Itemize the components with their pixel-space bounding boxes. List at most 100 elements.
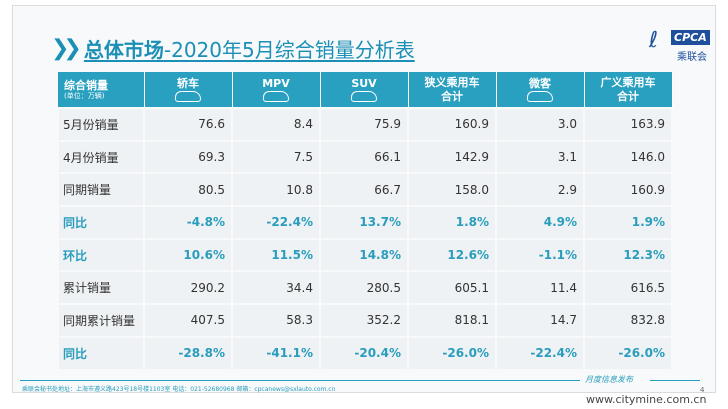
column-title: 狭义乘用车 (424, 76, 480, 90)
column-header: 狭义乘用车 合计 (408, 72, 497, 108)
cpca-logo: ℓ CPCA 乘联会 (645, 26, 723, 63)
cell-value: 605.1 (407, 270, 497, 306)
cell-value: 66.1 (319, 139, 409, 175)
cell-value: 10.8 (231, 172, 321, 208)
cell-value: 4.9% (495, 205, 585, 240)
column-title: MPV (262, 76, 290, 90)
row-label: 同比 (57, 335, 145, 371)
sedan-icon (175, 91, 201, 103)
cell-value: 58.3 (231, 303, 321, 338)
column-header: MPV (232, 72, 321, 108)
footer-tagline: 月度信息发布 (585, 375, 633, 384)
row-label: 同期累计销量 (57, 303, 145, 338)
column-header: 广义乘用车 合计 (584, 72, 673, 108)
cell-value: 142.9 (407, 139, 497, 175)
table-row: 环比 10.6% 11.5% 14.8% 12.6% -1.1% 12.3% (57, 237, 673, 273)
header-label-text: 综合销量 (64, 78, 108, 92)
cell-value: 76.6 (143, 107, 233, 142)
header-label: 综合销量 (单位：万辆) (58, 72, 145, 108)
cell-value: 3.0 (495, 107, 585, 142)
title-main: 总体市场 (83, 38, 164, 62)
cell-value: -26.0% (583, 335, 673, 371)
cell-value: -41.1% (231, 335, 321, 371)
cell-value: 80.5 (143, 172, 233, 208)
table-row: 同期累计销量 407.5 58.3 352.2 818.1 14.7 832.8 (57, 303, 673, 338)
cell-value: 2.9 (495, 172, 585, 208)
cell-value: 11.5% (231, 237, 321, 273)
cell-value: 12.3% (583, 237, 673, 273)
cell-value: 616.5 (583, 270, 673, 306)
column-title: 微客 (529, 76, 551, 90)
table-row: 同比 -4.8% -22.4% 13.7% 1.8% 4.9% 1.9% (57, 205, 673, 240)
cell-value: 14.7 (495, 303, 585, 338)
unit-text: (单位：万辆) (64, 91, 105, 100)
logo-mark-icon: ℓ (649, 28, 659, 53)
cell-value: 34.4 (231, 270, 321, 306)
cell-value: 69.3 (143, 139, 233, 175)
cell-value: 3.1 (495, 139, 585, 175)
cell-value: 280.5 (319, 270, 409, 306)
column-title: 轿车 (177, 76, 199, 90)
cell-value: -1.1% (495, 237, 585, 273)
page-number: 4 (700, 386, 705, 394)
cell-value: 66.7 (319, 172, 409, 208)
cell-value: 832.8 (583, 303, 673, 338)
table-row: 同期销量 80.5 10.8 66.7 158.0 2.9 160.9 (57, 172, 673, 208)
title-sub: -2020年5月综合销量分析表 (163, 38, 415, 62)
minivan-icon (527, 91, 553, 103)
footer-divider (20, 380, 580, 381)
cell-value: 12.6% (407, 237, 497, 273)
cell-value: 7.5 (231, 139, 321, 175)
column-title: SUV (351, 76, 377, 90)
cell-value: -28.8% (143, 335, 233, 371)
row-label: 4月份销量 (57, 139, 145, 175)
cell-value: 160.9 (407, 107, 497, 142)
cell-value: 163.9 (583, 107, 673, 142)
cell-value: 8.4 (231, 107, 321, 142)
cell-value: 160.9 (583, 172, 673, 208)
cell-value: 352.2 (319, 303, 409, 338)
watermark: www.citymine.com.cn (586, 393, 707, 406)
column-header: 微客 (496, 72, 585, 108)
footer-divider-right (650, 380, 700, 381)
column-title: 广义乘用车 (600, 76, 656, 90)
row-label: 环比 (57, 237, 145, 273)
cell-value: -22.4% (495, 335, 585, 371)
logo-text: CPCA (671, 30, 710, 45)
footer-address: 乘联会秘书处地址：上海市遵义路423号18号楼1103室 电话：021-5268… (22, 386, 336, 393)
cell-value: -20.4% (319, 335, 409, 371)
cell-value: 11.4 (495, 270, 585, 306)
column-header: SUV (320, 72, 409, 108)
table-row: 4月份销量 69.3 7.5 66.1 142.9 3.1 146.0 (57, 139, 673, 175)
column-title-line2: 合计 (441, 89, 463, 103)
cell-value: 146.0 (583, 139, 673, 175)
row-label: 累计销量 (57, 270, 145, 306)
cell-value: 290.2 (143, 270, 233, 306)
row-label: 同期销量 (57, 172, 145, 208)
cell-value: -26.0% (407, 335, 497, 371)
logo-cn: 乘联会 (677, 52, 707, 63)
mpv-icon (263, 91, 289, 103)
cell-value: 14.8% (319, 237, 409, 273)
slide-title: ❯❯ 总体市场 -2020年5月综合销量分析表 (51, 34, 415, 63)
row-label: 5月份销量 (57, 107, 145, 142)
cell-value: 407.5 (143, 303, 233, 338)
column-title-line2: 合计 (617, 89, 639, 103)
cell-value: -4.8% (143, 205, 233, 240)
cell-value: 1.8% (407, 205, 497, 240)
table-row: 累计销量 290.2 34.4 280.5 605.1 11.4 616.5 (57, 270, 673, 306)
column-header: 轿车 (144, 72, 233, 108)
cell-value: 158.0 (407, 172, 497, 208)
cell-value: 1.9% (583, 205, 673, 240)
table-row: 5月份销量 76.6 8.4 75.9 160.9 3.0 163.9 (57, 107, 673, 142)
double-chevron-icon: ❯❯ (51, 36, 82, 61)
cell-value: 75.9 (319, 107, 409, 142)
row-label: 同比 (57, 205, 145, 240)
table-row: 同比 -28.8% -41.1% -20.4% -26.0% -22.4% -26.0% (57, 335, 673, 371)
suv-icon (351, 91, 377, 103)
sales-table: 综合销量 (单位：万辆) 轿车 MPV SUV 狭义乘用车 合计 微客 广义乘用车 合计 5月份销… (57, 72, 673, 371)
cell-value: -22.4% (231, 205, 321, 240)
cell-value: 10.6% (143, 237, 233, 273)
cell-value: 13.7% (319, 205, 409, 240)
cell-value: 818.1 (407, 303, 497, 338)
